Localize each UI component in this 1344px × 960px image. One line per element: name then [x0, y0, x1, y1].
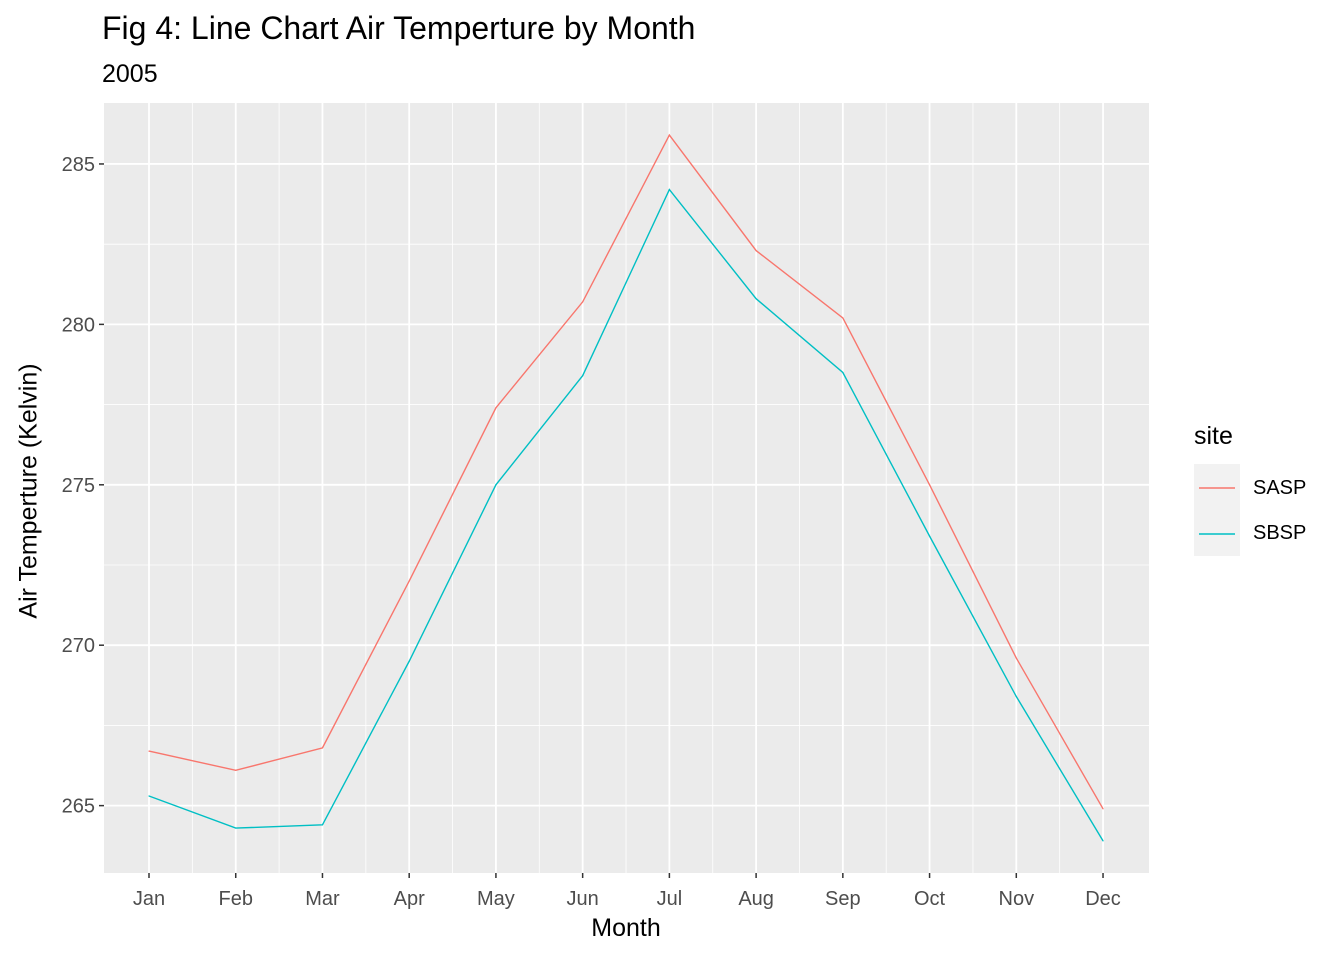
series-lines	[148, 133, 1104, 842]
data-point-sasp	[1102, 808, 1104, 810]
x-tick-label: Apr	[394, 888, 425, 910]
major-gridlines	[104, 103, 1149, 873]
data-point-sasp	[928, 484, 931, 486]
x-tick-label: May	[477, 888, 515, 910]
data-point-sasp	[148, 750, 150, 752]
data-point-sasp	[1015, 657, 1017, 659]
data-point-sbsp	[321, 824, 324, 826]
y-tick-label: 280	[62, 314, 95, 336]
data-point-sasp	[582, 301, 584, 303]
x-tick-label: Aug	[738, 888, 774, 910]
minor-gridlines	[104, 103, 1149, 873]
plot-panel	[104, 103, 1149, 873]
x-tick-label: Oct	[914, 888, 946, 910]
data-point-sasp	[235, 769, 237, 771]
y-tick-label: 285	[62, 154, 95, 176]
data-point-sbsp	[235, 827, 237, 829]
legend-keys-background	[1194, 464, 1240, 556]
chart-subtitle: 2005	[102, 60, 158, 88]
y-axis: 265 270 275 280 285	[62, 154, 104, 818]
data-point-sasp	[668, 134, 670, 136]
y-tick-label: 270	[62, 635, 95, 657]
data-point-sasp	[321, 747, 324, 749]
data-point-sbsp	[842, 371, 844, 374]
data-point-sasp	[408, 580, 410, 582]
chart-title: Fig 4: Line Chart Air Temperture by Mont…	[102, 10, 696, 46]
data-point-sasp	[842, 317, 844, 319]
data-point-sbsp	[1102, 840, 1104, 842]
x-tick-label: Nov	[999, 888, 1035, 910]
data-point-sbsp	[582, 375, 584, 377]
data-point-sbsp	[408, 660, 410, 662]
x-tick-label: Jul	[657, 888, 683, 910]
x-tick-label: Jun	[567, 888, 599, 910]
series-line-sbsp	[148, 188, 1104, 842]
series-line-sasp	[148, 133, 1104, 810]
y-tick-label: 275	[62, 475, 95, 497]
data-point-sbsp	[755, 298, 757, 300]
x-tick-label: Mar	[305, 888, 340, 910]
legend-label-sbsp: SBSP	[1253, 522, 1307, 544]
x-tick-label: Jan	[133, 888, 165, 910]
data-point-sbsp	[495, 484, 497, 486]
data-point-sasp	[755, 249, 757, 252]
x-tick-label: Feb	[218, 888, 252, 910]
y-axis-label: Air Temperture (Kelvin)	[14, 363, 43, 619]
x-tick-label: Sep	[825, 888, 861, 910]
legend-label-sasp: SASP	[1253, 477, 1307, 499]
legend	[1194, 464, 1240, 556]
data-point-sbsp	[668, 189, 670, 191]
x-tick-label: Dec	[1085, 888, 1121, 910]
data-point-sbsp	[148, 795, 150, 797]
data-point-sbsp	[928, 535, 931, 537]
x-axis-label: Month	[591, 914, 661, 942]
data-point-sasp	[495, 407, 497, 409]
y-tick-label: 265	[62, 796, 95, 818]
data-point-sbsp	[1015, 695, 1017, 698]
legend-title: site	[1194, 422, 1233, 450]
x-axis: Jan Feb Mar Apr May Jun Jul Aug Sep Oct Nov Dec	[133, 873, 1121, 910]
